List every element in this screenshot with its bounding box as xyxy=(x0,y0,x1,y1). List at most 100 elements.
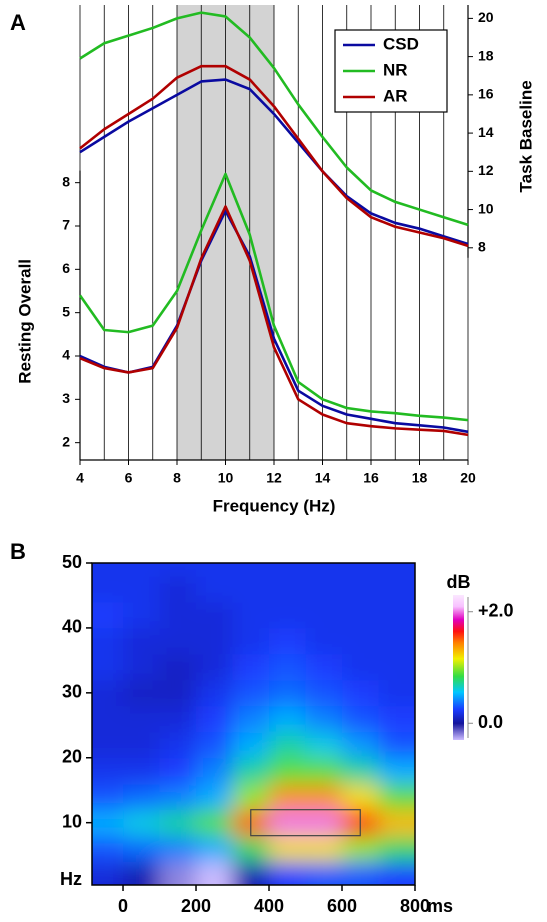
heatmap-cell xyxy=(196,679,233,707)
heatmap-cell xyxy=(159,627,197,655)
heatmap-cell xyxy=(159,783,197,811)
heatmap-cell xyxy=(269,653,306,681)
y2-tick-label: 16 xyxy=(478,86,494,102)
heatmap-cell xyxy=(305,783,343,811)
heatmap-cell xyxy=(123,679,160,707)
y-tick-label: 40 xyxy=(62,617,82,637)
heatmap-cell xyxy=(123,705,160,733)
heatmap-cell xyxy=(269,861,306,885)
heatmap-cell xyxy=(378,575,415,603)
heatmap-cell xyxy=(123,809,160,837)
heatmap xyxy=(92,563,415,885)
x-tick-label: 200 xyxy=(181,896,211,916)
heatmap-cell xyxy=(196,601,233,629)
heatmap-cell xyxy=(123,783,160,811)
panel-label: B xyxy=(10,539,26,564)
heatmap-cell xyxy=(159,563,197,577)
heatmap-cell xyxy=(159,575,197,603)
heatmap-cell xyxy=(196,563,233,577)
x-tick-label: 8 xyxy=(173,470,181,486)
x-axis-label: ms xyxy=(427,896,453,916)
heatmap-cell xyxy=(378,731,415,759)
heatmap-cell xyxy=(196,627,233,655)
y-tick-label: 4 xyxy=(62,347,70,363)
y2-tick-label: 8 xyxy=(478,238,486,254)
heatmap-cell xyxy=(232,757,270,785)
heatmap-cell xyxy=(305,705,343,733)
heatmap-cell xyxy=(159,653,197,681)
heatmap-cell xyxy=(92,563,124,577)
y-tick-label: 50 xyxy=(62,552,82,572)
heatmap-cell xyxy=(232,575,270,603)
heatmap-cell xyxy=(342,757,379,785)
heatmap-cell xyxy=(123,835,160,863)
heatmap-cell xyxy=(378,627,415,655)
heatmap-cell xyxy=(196,835,233,863)
x-tick-label: 600 xyxy=(327,896,357,916)
heatmap-cell xyxy=(92,653,124,681)
panel-a: 4 6 8 10 12 14 16 18 20 2 3 4 5 6 7 8 8 10 12 14 16 18 20 Frequ… xyxy=(15,5,535,515)
heatmap-cell xyxy=(305,835,343,863)
heatmap-cell xyxy=(232,627,270,655)
heatmap-cell xyxy=(232,835,270,863)
heatmap-cell xyxy=(269,731,306,759)
heatmap-cell xyxy=(232,653,270,681)
x-tick-label: 20 xyxy=(460,470,476,486)
heatmap-cell xyxy=(378,783,415,811)
heatmap-cell xyxy=(196,809,233,837)
heatmap-cell xyxy=(269,601,306,629)
heatmap-cell xyxy=(232,731,270,759)
heatmap-cell xyxy=(305,653,343,681)
heatmap-cell xyxy=(269,757,306,785)
panel-label: A xyxy=(10,10,26,35)
x-tick-label: 12 xyxy=(266,470,282,486)
legend-label: CSD xyxy=(383,34,419,53)
colorbar-tick-label: 0.0 xyxy=(478,712,503,732)
x-tick-label: 6 xyxy=(125,470,133,486)
heatmap-cell xyxy=(159,809,197,837)
heatmap-cell xyxy=(159,835,197,863)
heatmap-cell xyxy=(232,705,270,733)
heatmap-cell xyxy=(378,653,415,681)
heatmap-cell xyxy=(232,861,270,885)
heatmap-cell xyxy=(159,861,197,885)
heatmap-cell xyxy=(92,575,124,603)
highlight-box xyxy=(250,809,361,837)
heatmap-cell xyxy=(342,679,379,707)
heatmap-cell xyxy=(342,627,379,655)
heatmap-cell xyxy=(196,575,233,603)
heatmap-cell xyxy=(232,563,270,577)
heatmap-cell xyxy=(159,731,197,759)
heatmap-cell xyxy=(232,601,270,629)
heatmap-cell xyxy=(92,731,124,759)
heatmap-cell xyxy=(342,705,379,733)
heatmap-cell xyxy=(305,731,343,759)
y2-axis-label: Task Baseline xyxy=(516,80,535,192)
heatmap-cell xyxy=(378,835,415,863)
heatmap-cell xyxy=(92,861,124,885)
series-line xyxy=(79,11,469,227)
legend-label: NR xyxy=(383,60,408,79)
heatmap-cell xyxy=(378,705,415,733)
heatmap-cell xyxy=(269,809,306,837)
series-line xyxy=(79,205,469,437)
plot-frame xyxy=(91,562,416,886)
heatmap-cell xyxy=(305,809,343,837)
heatmap-cell xyxy=(196,783,233,811)
heatmap-cell xyxy=(123,563,160,577)
heatmap-cell xyxy=(305,861,343,885)
heatmap-cell xyxy=(196,705,233,733)
heatmap-cell xyxy=(123,861,160,885)
colorbar-label: dB xyxy=(447,572,471,592)
heatmap-cell xyxy=(123,627,160,655)
heatmap-cell xyxy=(378,679,415,707)
heatmap-cell xyxy=(269,575,306,603)
y-tick-label: 7 xyxy=(62,217,70,233)
heatmap-cell xyxy=(269,783,306,811)
heatmap-cell xyxy=(342,783,379,811)
heatmap-cell xyxy=(305,575,343,603)
heatmap-cells xyxy=(92,563,415,885)
y-tick-label: 10 xyxy=(62,811,82,831)
heatmap-cell xyxy=(305,679,343,707)
